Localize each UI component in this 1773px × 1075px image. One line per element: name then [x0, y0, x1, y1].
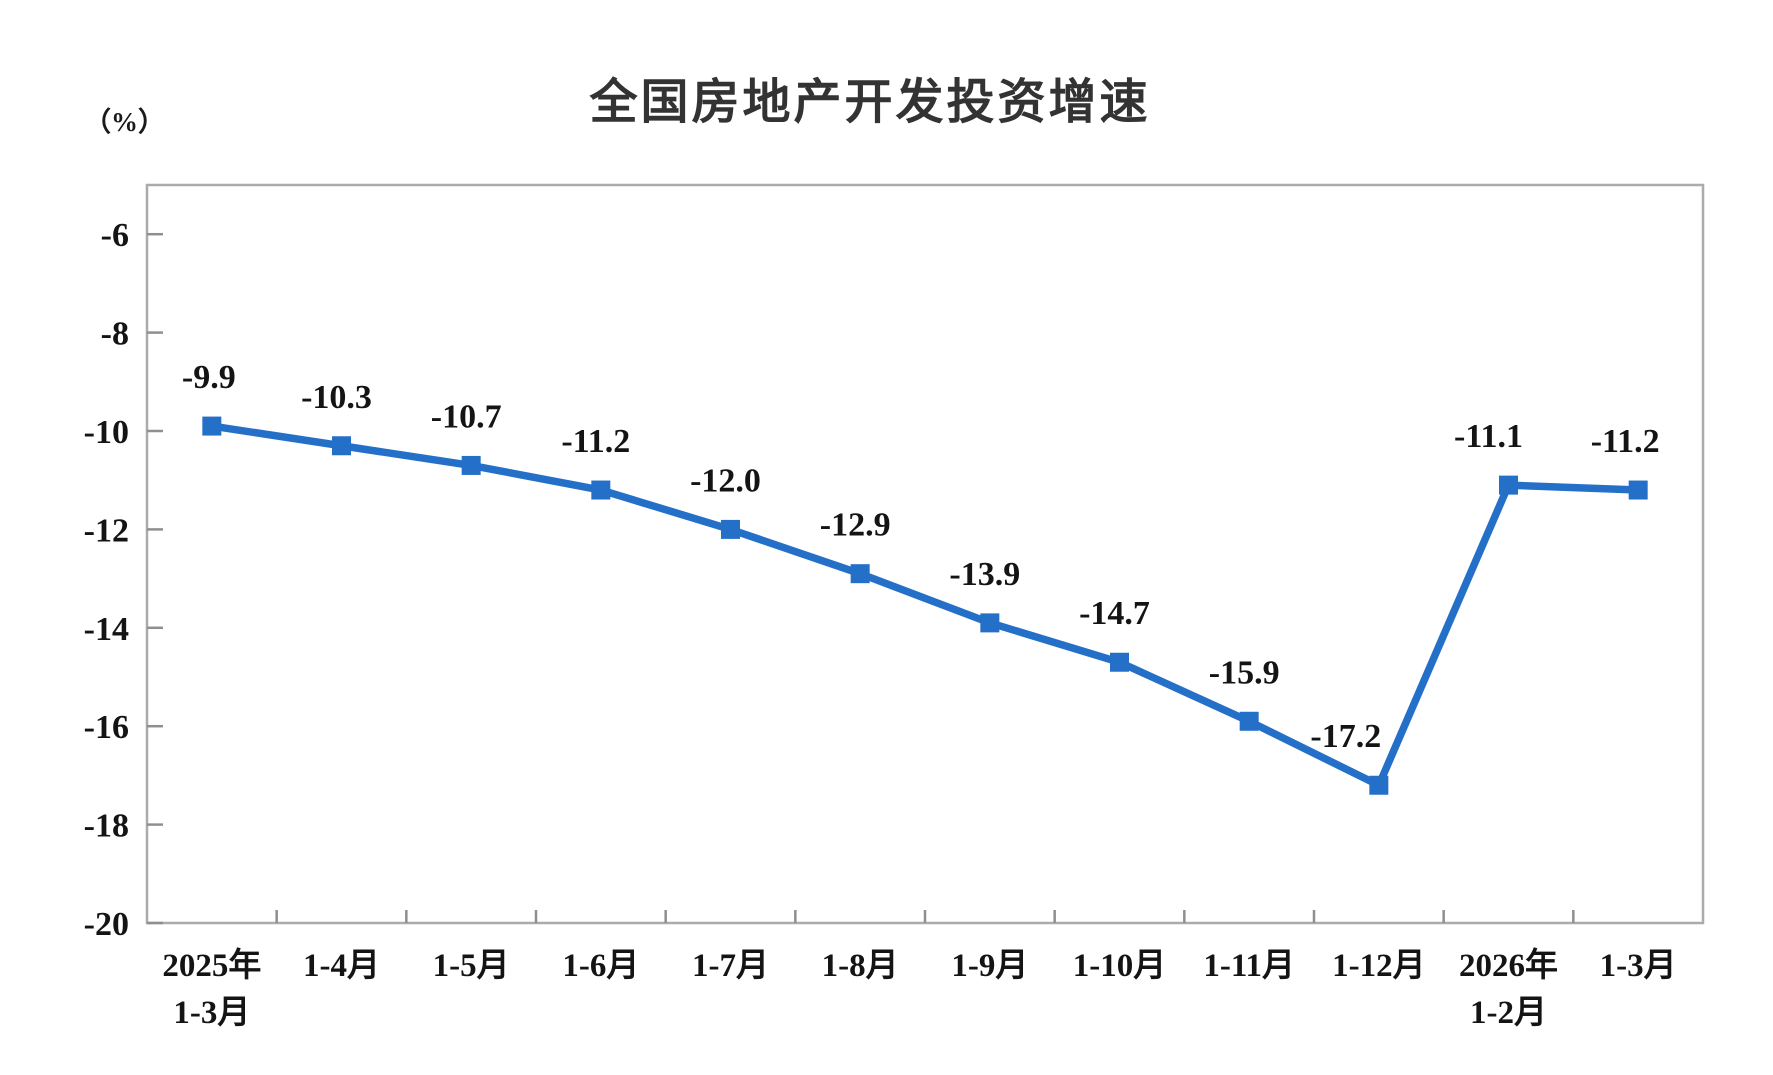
x-axis-category-label: 1-12月: [1332, 948, 1426, 984]
y-axis: -6 -8 -10 -12 -14 -16 -18 -20: [84, 217, 163, 943]
x-axis-category-label: 1-7月: [692, 948, 769, 984]
x-axis-category-label: 1-11月: [1203, 948, 1295, 984]
data-point-label: -13.9: [949, 556, 1020, 593]
data-point-marker: [1628, 480, 1648, 500]
data-point-label: -14.7: [1079, 595, 1150, 632]
x-axis-category-label: 1-6月: [562, 948, 639, 984]
data-point-marker: [980, 613, 1000, 633]
x-axis: 2025年 1-3月 1-4月 1-5月 1-6月 1-7月 1-8月 1-9月 1-10月 1-…: [162, 910, 1677, 1031]
x-axis-category-label: 1-10月: [1073, 948, 1167, 984]
y-axis-tick-label: -20: [84, 906, 129, 943]
data-point-marker: [1239, 711, 1259, 731]
series-line: [211, 422, 1639, 791]
data-point-label: -11.2: [1591, 423, 1660, 460]
x-axis-category-label: 1-8月: [822, 948, 899, 984]
data-point-marker: [332, 436, 351, 456]
y-axis-tick-label: -8: [101, 316, 129, 353]
y-axis-tick-label: -12: [84, 512, 129, 549]
data-point-marker: [1110, 652, 1129, 672]
x-axis-category-label: 1-9月: [951, 948, 1028, 984]
data-point-marker: [850, 564, 870, 584]
y-axis-tick-label: -10: [84, 414, 129, 451]
data-point-label: -17.2: [1310, 718, 1381, 755]
y-axis-tick-label: -18: [84, 808, 129, 845]
x-axis-category-label: 1-5月: [433, 948, 510, 984]
data-point-label: -10.7: [431, 398, 502, 435]
data-point-labels: -9.9 -10.3 -10.7 -11.2 -12.0 -12.9 -13.9 -14.7 -…: [182, 359, 1660, 755]
data-point-label: -12.0: [690, 462, 761, 499]
plot-border: [145, 183, 1705, 925]
y-axis-tick-label: -6: [101, 217, 129, 254]
data-point-marker: [1369, 775, 1389, 795]
data-point-label: -12.9: [820, 507, 891, 544]
y-axis-unit-label: （%）: [84, 107, 165, 137]
x-axis-category-label: 2026年 1-2月: [1459, 947, 1558, 1031]
data-point-marker: [591, 480, 611, 500]
data-point-label: -15.9: [1209, 654, 1280, 691]
data-point-label: -11.2: [561, 423, 630, 460]
data-point-marker: [202, 416, 222, 436]
y-axis-tick-label: -14: [84, 611, 129, 648]
data-point-label: -9.9: [182, 359, 236, 396]
series-markers: [202, 416, 1648, 795]
data-point-label: -11.1: [1454, 418, 1523, 455]
x-axis-category-label: 1-4月: [303, 948, 380, 984]
y-axis-tick-label: -16: [84, 709, 129, 746]
chart-title: 全国房地产开发投资增速: [589, 76, 1151, 129]
data-point-marker: [1499, 475, 1518, 495]
x-axis-category-label: 2025年 1-3月: [162, 947, 261, 1031]
x-axis-category-label: 1-3月: [1600, 948, 1677, 984]
data-point-marker: [461, 455, 481, 475]
data-point-label: -10.3: [301, 379, 372, 416]
data-point-marker: [721, 519, 740, 539]
